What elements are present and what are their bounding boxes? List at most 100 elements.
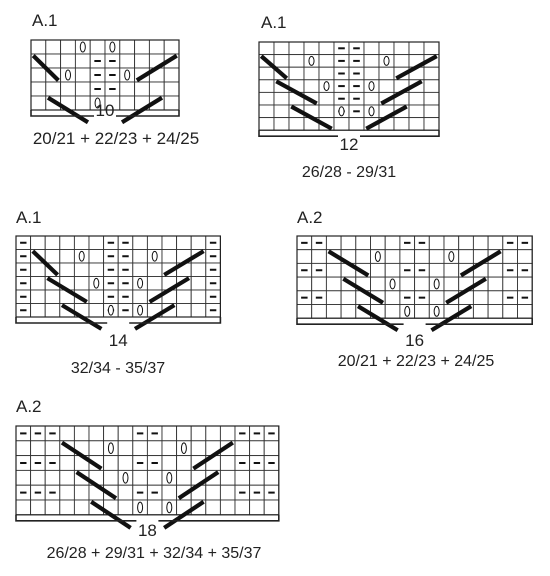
- grid-cell: [363, 41, 380, 56]
- grid-cell: [258, 41, 275, 56]
- grid-cell: [472, 235, 489, 251]
- yarn-over-symbol: [308, 55, 315, 66]
- grid-cell: [219, 455, 236, 471]
- grid-cell: [132, 262, 148, 277]
- yarn-over-symbol: [137, 304, 144, 316]
- grid-cell: [176, 455, 192, 471]
- grid-cell: [443, 235, 460, 251]
- grid-cell: [517, 276, 533, 292]
- grid-cell: [146, 499, 163, 516]
- grid-cell: [74, 95, 91, 111]
- grid-cell: [205, 499, 221, 516]
- ssk-symbol: [163, 249, 205, 277]
- knitting-chart-1: A.1 10 20/21 + 22/23 + 24/25: [30, 11, 199, 148]
- knitting-chart-4: A.2 16 20/21 + 22/23 + 24/25: [296, 208, 533, 370]
- grid-cell: [370, 235, 386, 251]
- grid-cell: [146, 469, 163, 486]
- grid-cell: [408, 41, 425, 56]
- grid-cell: [258, 117, 275, 131]
- grid-cell: [325, 304, 342, 319]
- grid-cell: [190, 235, 207, 250]
- grid-cell: [443, 276, 460, 292]
- grid-cell: [30, 81, 47, 97]
- k2tog-symbol: [90, 500, 132, 530]
- grid-cell: [311, 304, 327, 319]
- yarn-over-symbol: [78, 250, 85, 262]
- chart-border: [15, 235, 221, 318]
- yarn-over-symbol: [374, 251, 381, 262]
- grid-cell: [325, 262, 342, 278]
- yarn-over-symbol: [107, 304, 114, 316]
- grid-cell: [15, 469, 32, 486]
- grid-cell: [303, 66, 320, 81]
- grid-cell: [44, 249, 61, 264]
- grid-cell: [378, 66, 395, 81]
- k2tog-symbol: [31, 54, 60, 82]
- grid-cell: [163, 95, 180, 111]
- yarn-over-symbol: [448, 251, 455, 262]
- grid-cell: [325, 276, 342, 292]
- stitch-count: 10: [96, 101, 115, 120]
- grid-cell: [355, 235, 371, 251]
- grid-cell: [30, 469, 46, 486]
- grid-cell: [408, 91, 425, 106]
- grid-cell: [117, 425, 134, 442]
- grid-cell: [273, 54, 290, 68]
- size-range: 20/21 + 22/23 + 24/25: [338, 353, 495, 370]
- chart-title: A.1: [32, 11, 58, 30]
- grid-cell: [161, 425, 178, 442]
- k2tog-symbol: [275, 79, 318, 106]
- grid-cell: [303, 41, 320, 56]
- grid-cell: [134, 39, 150, 55]
- grid-cell: [340, 290, 357, 305]
- grid-cell: [318, 54, 335, 68]
- grid-cell: [73, 276, 90, 291]
- yarn-over-symbol: [107, 442, 114, 455]
- yarn-over-symbol: [94, 97, 101, 109]
- k2tog-symbol: [342, 276, 385, 305]
- grid-cell: [30, 235, 46, 250]
- grid-cell: [163, 81, 180, 97]
- grid-cell: [487, 276, 504, 292]
- grid-cell: [205, 425, 221, 442]
- grid-cell: [517, 304, 533, 319]
- grid-cell: [190, 440, 207, 457]
- grid-cell: [384, 249, 401, 264]
- grid-cell: [44, 499, 61, 516]
- grid-cell: [59, 249, 75, 264]
- grid-cell: [89, 39, 106, 55]
- grid-cell: [370, 262, 386, 278]
- grid-cell: [44, 469, 61, 486]
- grid-cell: [176, 303, 192, 318]
- grid-cell: [74, 67, 91, 83]
- grid-cell: [30, 67, 47, 83]
- grid-cell: [234, 440, 251, 457]
- yarn-over-symbol: [180, 442, 187, 455]
- grid-cell: [318, 41, 335, 56]
- grid-cell: [443, 262, 460, 278]
- grid-cell: [370, 276, 386, 292]
- grid-cell: [348, 117, 365, 131]
- grid-cell: [258, 66, 275, 81]
- grid-cell: [423, 66, 440, 81]
- grid-cell: [333, 117, 350, 131]
- grid-cell: [190, 425, 207, 442]
- grid-cell: [273, 104, 290, 119]
- grid-cell: [414, 249, 430, 264]
- grid-cell: [88, 303, 105, 318]
- grid-cell: [30, 440, 46, 457]
- knitting-chart-5: A.2 18 26/28 + 29/31 + 32/34 + 35/37: [15, 397, 280, 562]
- k2tog-symbol: [46, 276, 88, 304]
- grid-cell: [487, 262, 504, 278]
- grid-cell: [408, 104, 425, 119]
- grid-cell: [363, 66, 380, 81]
- grid-cell: [30, 289, 46, 304]
- yarn-over-symbol: [389, 278, 396, 290]
- stitch-count: 18: [138, 521, 157, 540]
- yarn-over-symbol: [79, 41, 86, 53]
- grid-cell: [176, 425, 192, 442]
- grid-cell: [408, 117, 425, 131]
- grid-cell: [74, 81, 91, 97]
- count-mask: [94, 113, 116, 121]
